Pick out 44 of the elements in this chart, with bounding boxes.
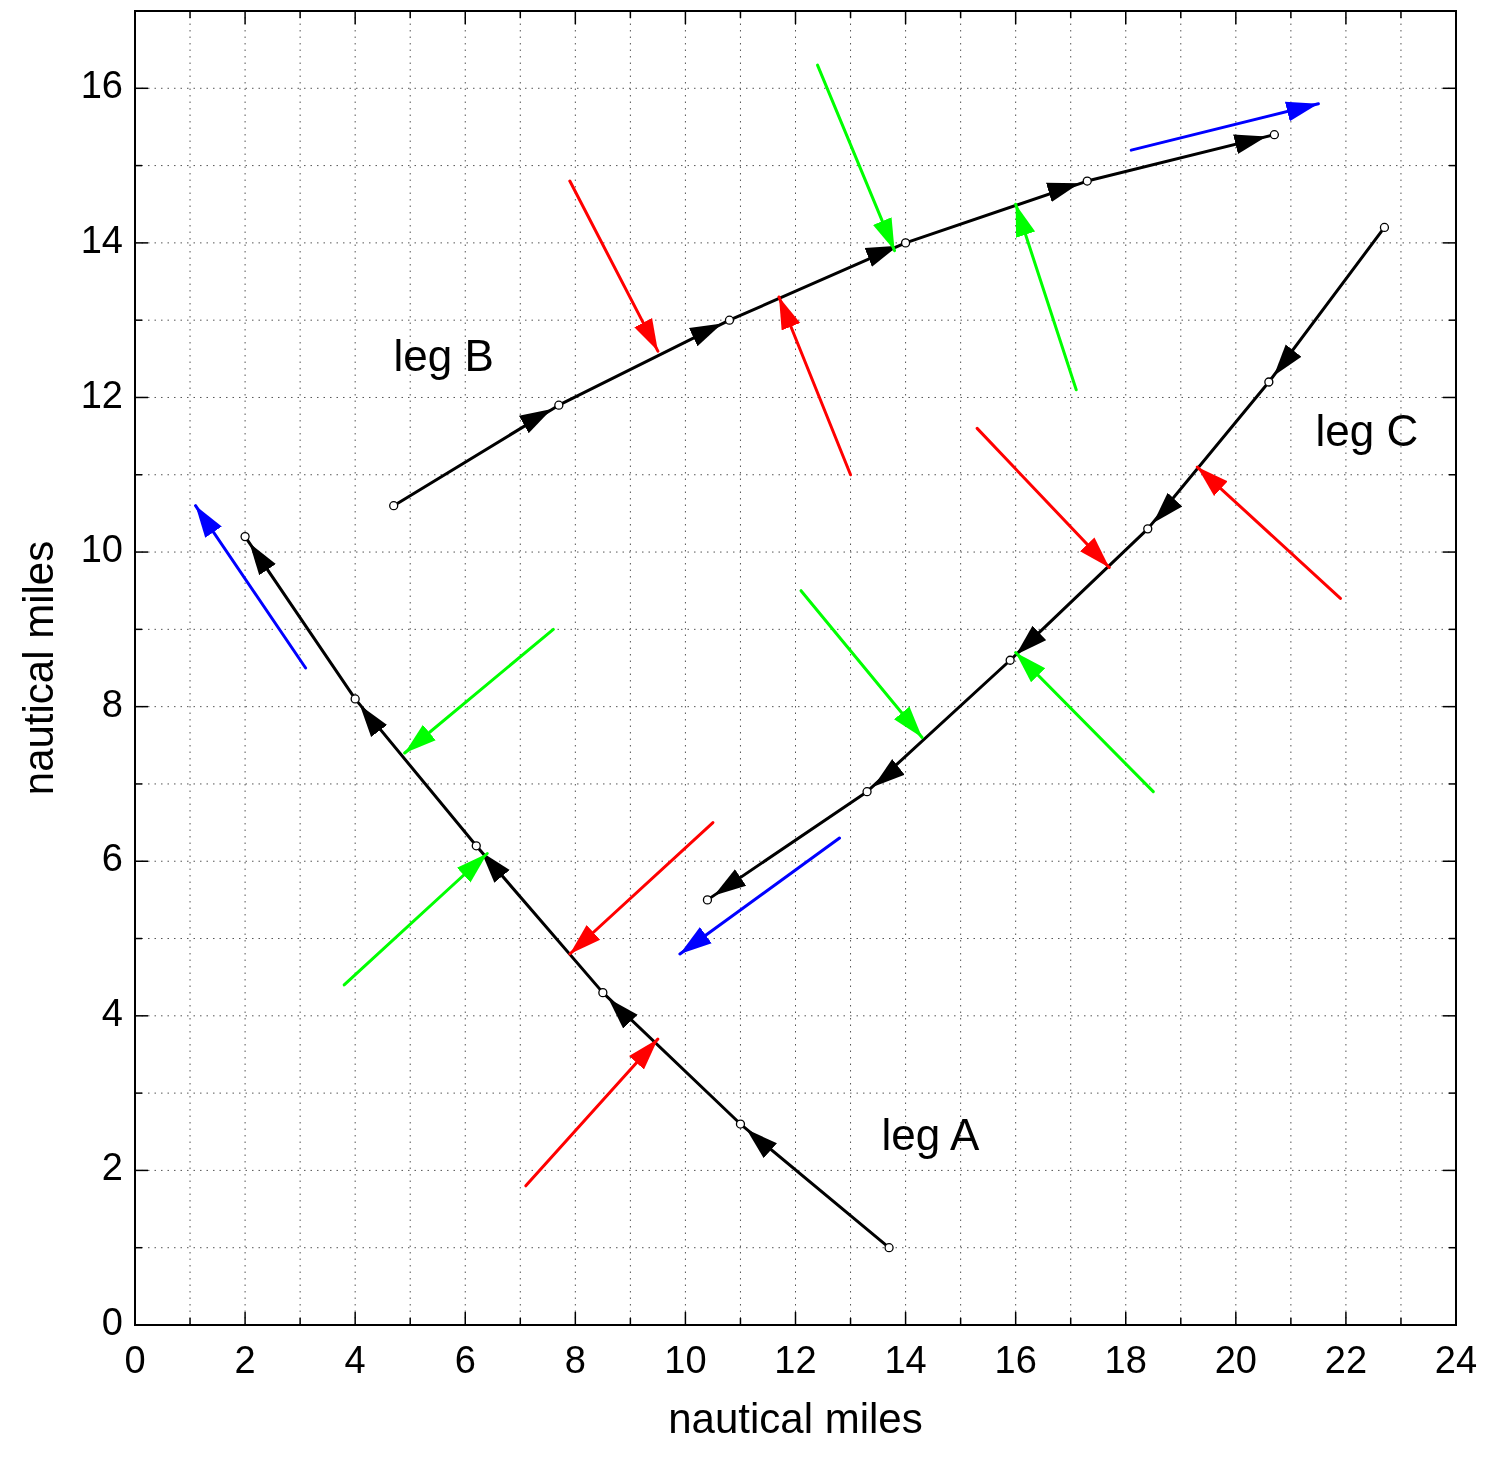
x-axis-title: nautical miles [668,1395,923,1442]
y-tick-label: 6 [101,837,123,880]
x-tick-label: 8 [564,1339,586,1381]
point [389,501,399,511]
series-label: leg B [393,331,494,381]
point [1379,222,1390,233]
series-label: leg A [881,1109,981,1159]
point [554,400,564,410]
point [1143,524,1153,534]
x-tick-label: 16 [994,1339,1037,1381]
point [1082,176,1092,186]
point [471,841,481,851]
point [900,238,911,248]
x-tick-label: 4 [344,1339,366,1381]
x-tick-label: 14 [884,1339,927,1381]
point [598,987,608,998]
point [735,1119,746,1129]
point [1269,130,1280,140]
y-tick-label: 8 [101,682,123,725]
x-tick-label: 24 [1434,1339,1478,1381]
legend-label: leg C [1315,405,1419,455]
x-tick-label: 18 [1104,1339,1147,1381]
point [702,895,713,905]
point [350,694,360,704]
point [724,315,735,325]
y-tick-label: 16 [80,64,123,107]
point [884,1243,894,1253]
point [1005,655,1015,665]
y-tick-label: 14 [80,218,123,261]
point [240,531,250,542]
point [1264,377,1274,387]
y-tick-label: 2 [101,1146,123,1189]
y-tick-label: 4 [101,991,123,1034]
point [862,787,872,797]
y-axis-title: nautical miles [15,540,62,796]
x-tick-label: 20 [1214,1339,1257,1381]
x-tick-label: 6 [454,1339,476,1381]
y-tick-label: 12 [80,373,123,416]
x-tick-label: 2 [234,1339,256,1381]
x-tick-label: 22 [1324,1339,1368,1381]
x-tick-label: 10 [664,1339,707,1381]
y-tick-label: 10 [80,528,123,571]
y-tick-label: 0 [101,1301,123,1344]
x-tick-label: 12 [774,1339,817,1381]
